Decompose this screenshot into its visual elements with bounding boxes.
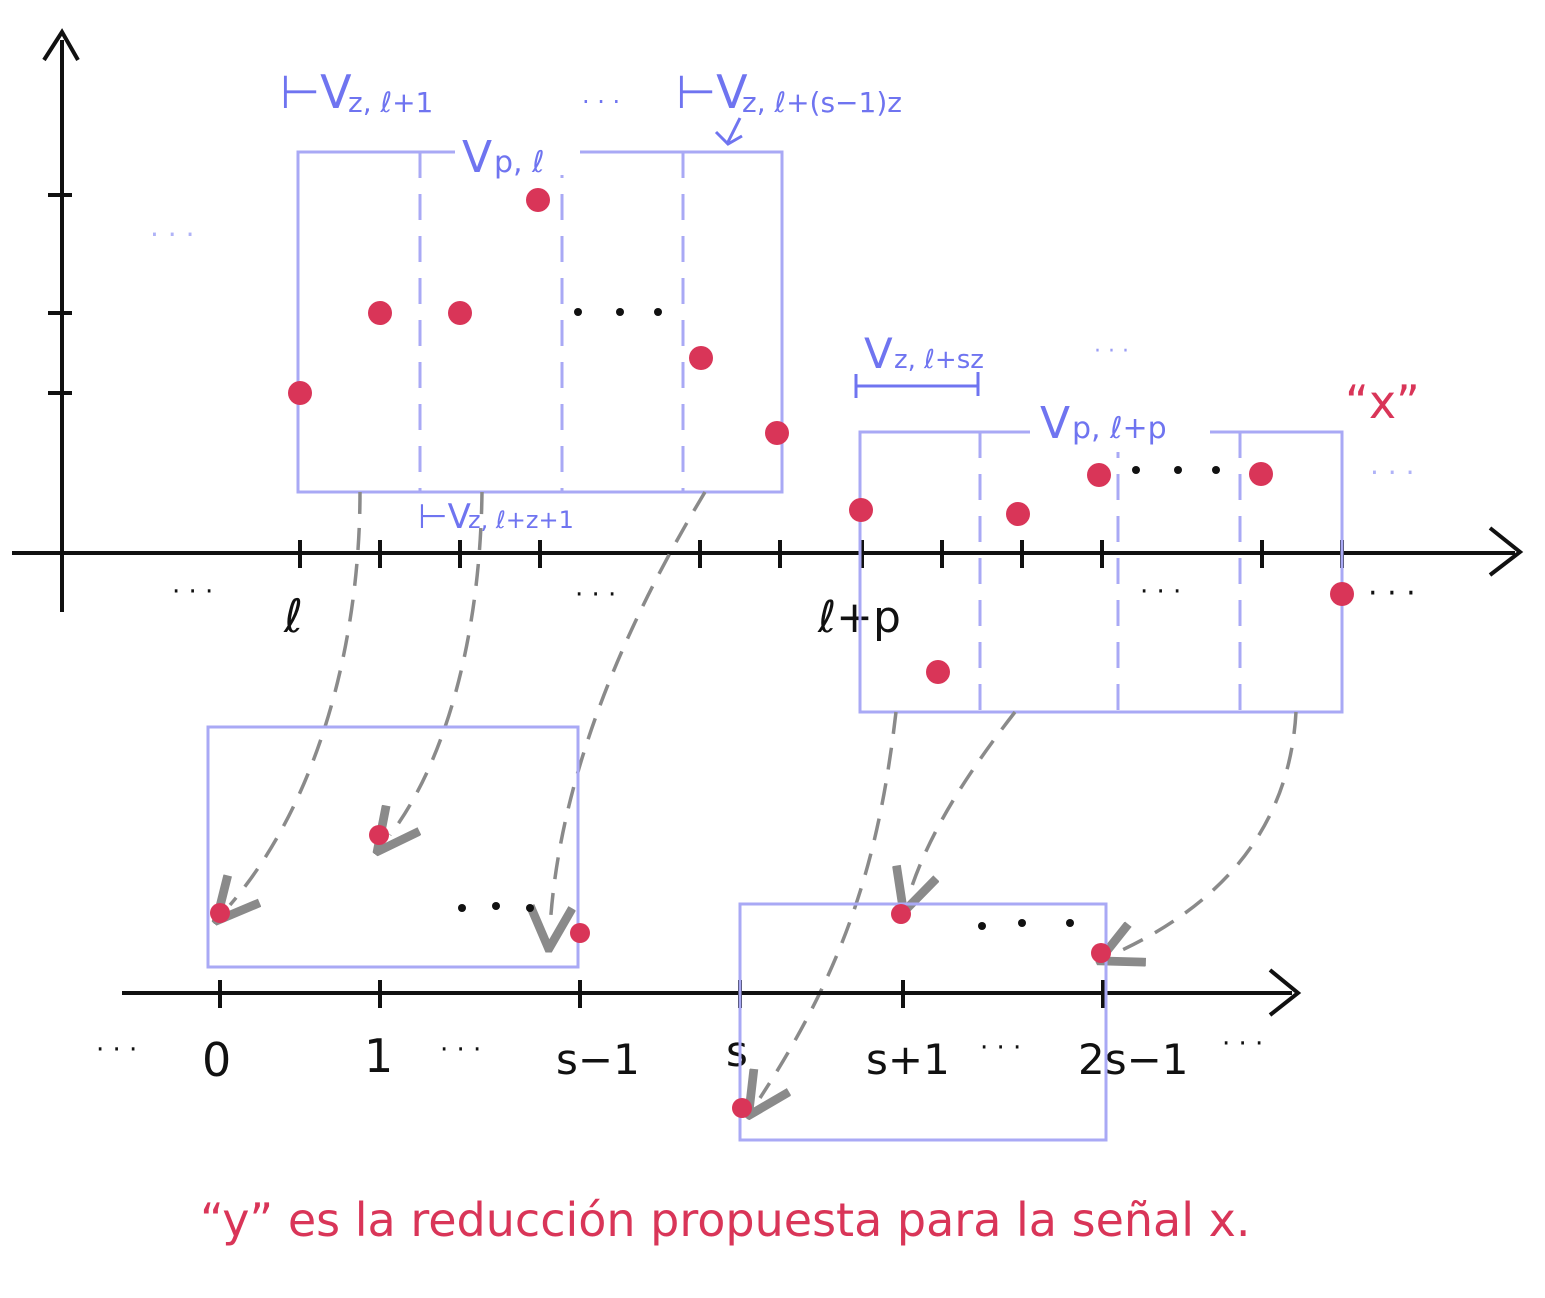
- caption: “y” es la reducción propuesta para la se…: [200, 1193, 1250, 1247]
- label-vz-lsz: V: [864, 329, 893, 378]
- point: [1087, 463, 1111, 487]
- ellipsis: · · ·: [1370, 456, 1415, 489]
- pointer-arrow: [714, 117, 743, 146]
- label-vz-lsz-sub: z, ℓ+sz: [894, 345, 984, 375]
- ellipsis: · · ·: [1094, 339, 1129, 364]
- bottom-axes: 0 1 s−1 s s+1 2s−1 · · · · · · · · · · ·…: [96, 968, 1302, 1087]
- top-axes: ℓ ℓ+p · · · · · · · · · · · ·: [12, 28, 1524, 643]
- signal-x-points: [288, 188, 1354, 684]
- point: [570, 923, 590, 943]
- x-axis-top-arrowhead: [1488, 526, 1524, 577]
- point: [1091, 943, 1111, 963]
- window-y-second: [738, 902, 1108, 1142]
- label-vz-l1-sub: z, ℓ+1: [348, 86, 433, 119]
- window-vp-lp: V p, ℓ+p: [858, 398, 1344, 714]
- ellipsis: · · ·: [1368, 576, 1416, 611]
- point: [1330, 582, 1354, 606]
- point: [849, 498, 873, 522]
- x-axis-bottom-arrowhead: [1268, 968, 1302, 1017]
- label-vz-last: ⊢V: [676, 65, 748, 119]
- ellipsis: · · ·: [575, 580, 616, 610]
- point: [368, 301, 392, 325]
- tick-label-s: s: [726, 1027, 748, 1076]
- tick-label-1: 1: [364, 1029, 393, 1083]
- window-y-first: [206, 725, 580, 969]
- point: [1249, 462, 1273, 486]
- point: [448, 301, 472, 325]
- tick-label-2s-minus-1: 2s−1: [1078, 1035, 1189, 1084]
- point: [891, 904, 911, 924]
- point: [926, 660, 950, 684]
- tick-label-0: 0: [202, 1033, 231, 1087]
- point: [369, 825, 389, 845]
- label-vp-l-sub: p, ℓ: [494, 145, 545, 180]
- tick-label-s-plus-1: s+1: [866, 1035, 950, 1084]
- label-vp-lp: V: [1040, 398, 1070, 449]
- y-axis-arrowhead: [42, 28, 80, 62]
- ellipsis: · · ·: [96, 1035, 137, 1065]
- ellipsis: · · ·: [172, 577, 213, 607]
- label-vp-l: V: [462, 132, 492, 183]
- point: [210, 903, 230, 923]
- point: [526, 188, 550, 212]
- ellipsis: · · ·: [1140, 577, 1181, 607]
- window-vp-l: V p, ℓ: [296, 130, 784, 494]
- tick-label-l: ℓ: [283, 589, 303, 643]
- label-vp-lp-sub: p, ℓ+p: [1072, 411, 1167, 446]
- signal-y-points: [210, 825, 1111, 1118]
- label-vz-lz: ⊢V: [418, 497, 471, 537]
- point: [765, 421, 789, 445]
- ellipsis-dots: [458, 902, 1074, 930]
- mapping-arrows: [230, 491, 1298, 1098]
- label-signal-x: “x”: [1345, 375, 1420, 429]
- point: [288, 381, 312, 405]
- point: [1006, 502, 1030, 526]
- ellipsis: · · ·: [1222, 1029, 1263, 1059]
- interval-bracket: [854, 372, 980, 398]
- ellipsis: · · ·: [440, 1035, 481, 1065]
- point: [732, 1098, 752, 1118]
- label-vz-l1: ⊢V: [280, 65, 352, 119]
- ellipsis: · · ·: [150, 218, 195, 251]
- label-vz-last-sub: z, ℓ+(s−1)z: [742, 86, 902, 119]
- label-vz-lz-sub: z, ℓ+z+1: [468, 506, 574, 534]
- ellipsis: · · ·: [582, 88, 620, 116]
- point: [689, 346, 713, 370]
- ellipsis-dots: [574, 308, 1220, 474]
- tick-label-s-minus-1: s−1: [556, 1035, 640, 1084]
- ellipsis: · · ·: [980, 1033, 1021, 1063]
